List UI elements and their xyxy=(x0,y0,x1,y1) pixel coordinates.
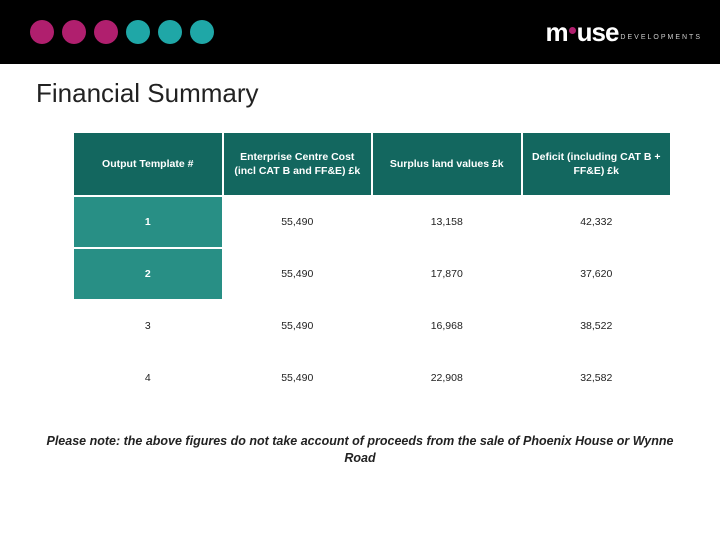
banner-dot-icon xyxy=(190,20,214,44)
cell-surplus: 22,908 xyxy=(372,352,522,404)
cell-surplus: 13,158 xyxy=(372,196,522,248)
cell-cost: 55,490 xyxy=(223,196,373,248)
banner-dots xyxy=(30,20,214,44)
cell-deficit: 32,582 xyxy=(522,352,672,404)
table-row: 355,49016,96838,522 xyxy=(73,300,671,352)
financial-table: Output Template # Enterprise Centre Cost… xyxy=(72,131,672,405)
col-header-template: Output Template # xyxy=(73,132,223,196)
logo-subtext: DEVELOPMENTS xyxy=(620,34,702,41)
banner-dot-icon xyxy=(158,20,182,44)
banner-dot-icon xyxy=(94,20,118,44)
cell-cost: 55,490 xyxy=(223,352,373,404)
brand-logo: muse DEVELOPMENTS xyxy=(545,17,702,48)
logo-text-after: use xyxy=(577,17,619,47)
banner-dot-icon xyxy=(30,20,54,44)
cell-template: 1 xyxy=(73,196,223,248)
table-row: 255,49017,87037,620 xyxy=(73,248,671,300)
col-header-deficit: Deficit (including CAT B + FF&E) £k xyxy=(522,132,672,196)
logo-text-before: m xyxy=(545,17,567,47)
cell-surplus: 17,870 xyxy=(372,248,522,300)
cell-cost: 55,490 xyxy=(223,300,373,352)
table-row: 155,49013,15842,332 xyxy=(73,196,671,248)
cell-template: 4 xyxy=(73,352,223,404)
col-header-surplus: Surplus land values £k xyxy=(372,132,522,196)
banner-dot-icon xyxy=(126,20,150,44)
cell-deficit: 37,620 xyxy=(522,248,672,300)
cell-surplus: 16,968 xyxy=(372,300,522,352)
cell-template: 2 xyxy=(73,248,223,300)
logo-bullet-icon xyxy=(569,27,576,34)
cell-deficit: 38,522 xyxy=(522,300,672,352)
cell-deficit: 42,332 xyxy=(522,196,672,248)
logo-text: muse xyxy=(545,17,618,48)
col-header-cost: Enterprise Centre Cost (incl CAT B and F… xyxy=(223,132,373,196)
cell-template: 3 xyxy=(73,300,223,352)
cell-cost: 55,490 xyxy=(223,248,373,300)
table-header-row: Output Template # Enterprise Centre Cost… xyxy=(73,132,671,196)
banner-dot-icon xyxy=(62,20,86,44)
page-title: Financial Summary xyxy=(0,64,720,109)
financial-table-wrap: Output Template # Enterprise Centre Cost… xyxy=(0,109,720,405)
table-body: 155,49013,15842,332255,49017,87037,62035… xyxy=(73,196,671,404)
top-banner: muse DEVELOPMENTS xyxy=(0,0,720,64)
table-row: 455,49022,90832,582 xyxy=(73,352,671,404)
footnote: Please note: the above figures do not ta… xyxy=(0,405,720,467)
